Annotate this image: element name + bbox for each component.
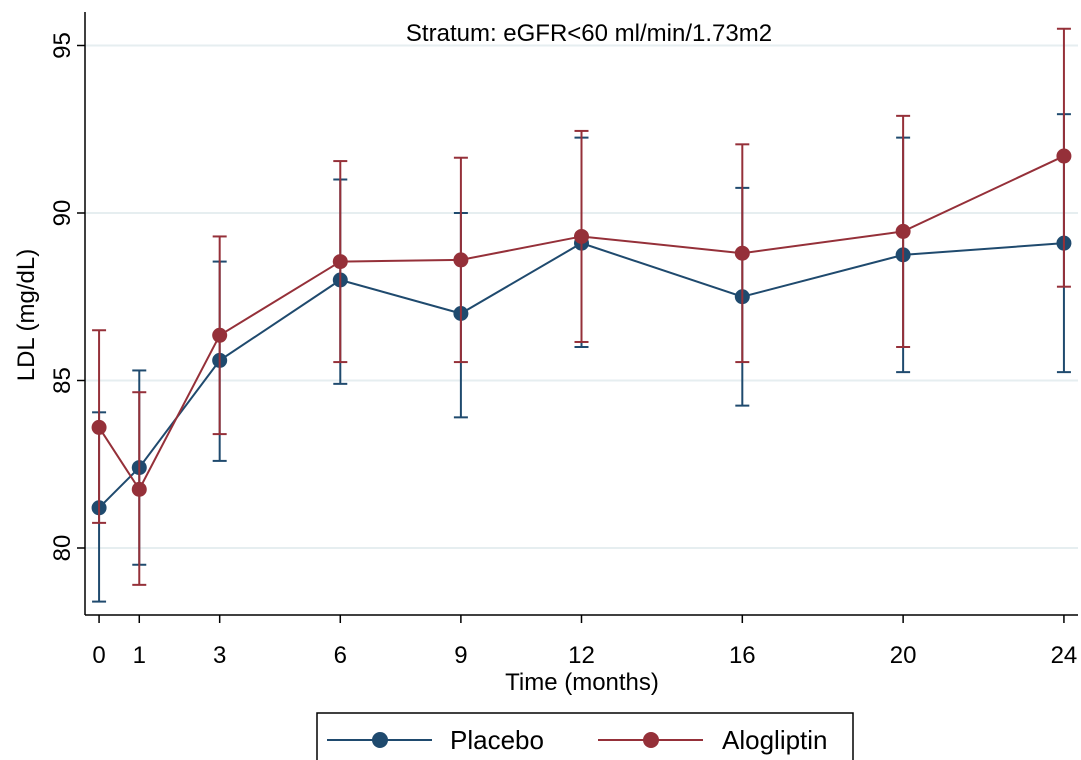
x-tick-label: 3 xyxy=(213,642,226,669)
x-tick-label: 24 xyxy=(1051,642,1078,669)
legend: Placebo Alogliptin xyxy=(316,712,854,760)
y-ticks: 80 85 90 95 xyxy=(49,32,85,561)
data-point-alogliptin xyxy=(734,245,750,261)
legend-label-alogliptin: Alogliptin xyxy=(722,725,828,755)
x-axis-title: Time (months) xyxy=(505,669,659,696)
chart-title: Stratum: eGFR<60 ml/min/1.73m2 xyxy=(406,20,772,47)
x-tick-label: 16 xyxy=(729,642,756,669)
y-tick-label: 85 xyxy=(49,367,76,394)
y-tick-label: 95 xyxy=(49,32,76,59)
x-tick-label: 12 xyxy=(568,642,595,669)
series-alogliptin xyxy=(91,27,1072,586)
data-point-alogliptin xyxy=(895,223,911,239)
legend-swatch-alogliptin-marker xyxy=(643,732,659,748)
data-point-alogliptin xyxy=(131,481,147,497)
legend-box xyxy=(316,712,854,760)
series xyxy=(91,27,1072,603)
y-axis-title: LDL (mg/dL) xyxy=(13,249,40,382)
x-tick-label: 20 xyxy=(890,642,917,669)
x-tick-label: 9 xyxy=(454,642,467,669)
data-point-alogliptin xyxy=(91,419,107,435)
data-point-alogliptin xyxy=(574,228,589,244)
x-ticks: 0 1 3 6 9 12 16 20 24 xyxy=(92,615,1077,669)
legend-item-placebo: Placebo xyxy=(327,725,544,755)
data-point-alogliptin xyxy=(332,254,348,270)
legend-item-alogliptin: Alogliptin xyxy=(598,725,828,755)
x-tick-label: 0 xyxy=(92,642,105,669)
x-tick-label: 6 xyxy=(334,642,347,669)
legend-swatch-placebo-marker xyxy=(372,732,388,748)
data-point-alogliptin xyxy=(453,252,469,268)
legend-label-placebo: Placebo xyxy=(450,725,544,755)
data-point-alogliptin xyxy=(1056,148,1072,164)
data-point-alogliptin xyxy=(212,327,228,343)
x-tick-label: 1 xyxy=(133,642,146,669)
y-tick-label: 90 xyxy=(49,200,76,227)
y-tick-label: 80 xyxy=(49,535,76,562)
